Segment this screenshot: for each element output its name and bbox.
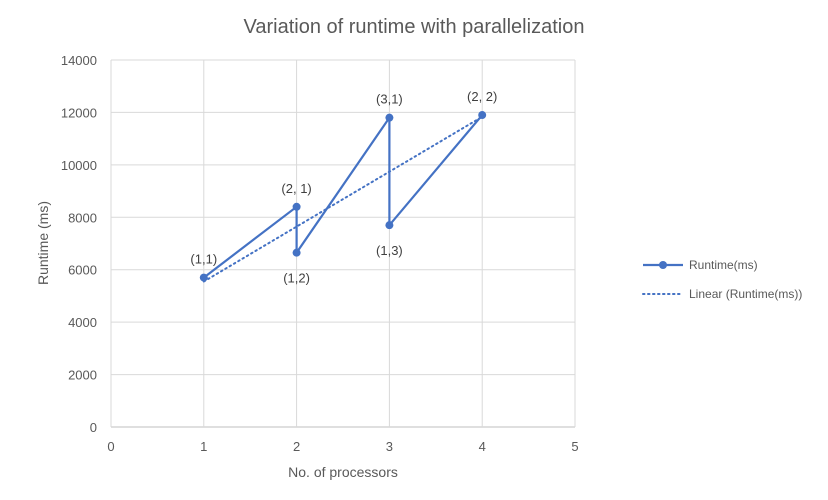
series-line bbox=[203, 114, 484, 279]
data-point bbox=[292, 202, 301, 211]
x-tick-label: 1 bbox=[200, 439, 207, 454]
legend-trendline-label: Linear (Runtime(ms)) bbox=[689, 287, 802, 301]
y-tick-label: 8000 bbox=[68, 210, 97, 225]
legend-series-marker bbox=[659, 261, 667, 269]
y-tick-label: 14000 bbox=[61, 53, 97, 68]
data-label: (1,3) bbox=[376, 243, 403, 258]
y-axis-label: Runtime (ms) bbox=[35, 201, 51, 285]
y-tick-label: 4000 bbox=[68, 315, 97, 330]
y-tick-label: 0 bbox=[90, 420, 97, 435]
y-tick-label: 6000 bbox=[68, 263, 97, 278]
data-point bbox=[199, 273, 208, 282]
data-label: (1,2) bbox=[283, 271, 310, 286]
data-point bbox=[385, 221, 394, 230]
chart-title: Variation of runtime with parallelizatio… bbox=[244, 16, 585, 38]
y-tick-label: 10000 bbox=[61, 158, 97, 173]
data-point bbox=[385, 113, 394, 122]
data-label: (3,1) bbox=[376, 92, 403, 107]
y-tick-label: 12000 bbox=[61, 105, 97, 120]
data-label: (1,1) bbox=[190, 252, 217, 267]
x-tick-label: 4 bbox=[479, 439, 486, 454]
x-tick-label: 3 bbox=[386, 439, 393, 454]
data-point bbox=[292, 248, 301, 257]
data-point bbox=[478, 111, 487, 120]
x-tick-label: 2 bbox=[293, 439, 300, 454]
y-tick-label: 2000 bbox=[68, 368, 97, 383]
trendline bbox=[202, 115, 484, 283]
data-label: (2, 1) bbox=[281, 181, 311, 196]
x-axis-label: No. of processors bbox=[288, 464, 398, 480]
x-tick-label: 5 bbox=[571, 439, 578, 454]
x-tick-label: 0 bbox=[107, 439, 114, 454]
legend-series-label: Runtime(ms) bbox=[689, 258, 758, 272]
data-label: (2, 2) bbox=[467, 89, 497, 104]
